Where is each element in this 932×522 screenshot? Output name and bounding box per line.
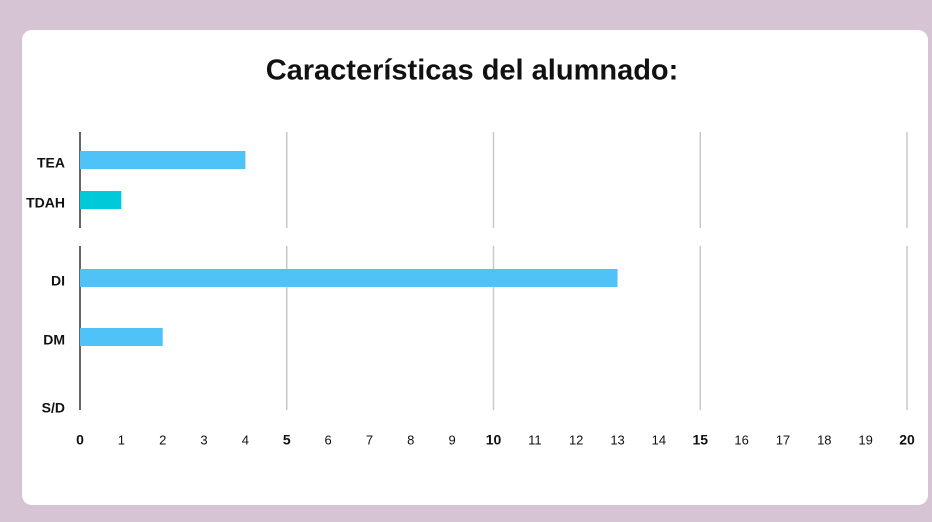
x-tick-label: 16 xyxy=(734,432,748,447)
x-tick-label: 19 xyxy=(858,432,872,447)
x-tick-label: 8 xyxy=(407,432,414,447)
x-tick-label: 14 xyxy=(652,432,666,447)
bar xyxy=(80,191,122,209)
x-tick-label: 0 xyxy=(76,432,84,448)
x-tick-label: 1 xyxy=(118,432,125,447)
x-tick-label: 17 xyxy=(776,432,790,447)
x-tick-label: 9 xyxy=(449,432,456,447)
x-tick-label: 4 xyxy=(242,432,249,447)
x-tick-label: 7 xyxy=(366,432,373,447)
x-tick-label: 13 xyxy=(610,432,624,447)
panel xyxy=(22,30,928,505)
x-tick-label: 5 xyxy=(283,432,291,448)
x-tick-label: 18 xyxy=(817,432,831,447)
y-tick-label: DI xyxy=(51,273,65,289)
y-tick-label: DM xyxy=(43,332,65,348)
x-tick-label: 10 xyxy=(486,432,502,448)
bar xyxy=(80,151,246,169)
x-tick-label: 6 xyxy=(324,432,331,447)
y-tick-label: S/D xyxy=(42,400,65,416)
x-tick-label: 20 xyxy=(899,432,915,448)
x-tick-label: 11 xyxy=(528,432,542,447)
y-tick-label: TEA xyxy=(37,155,65,171)
bar xyxy=(80,269,618,287)
bar xyxy=(80,328,163,346)
x-tick-label: 2 xyxy=(159,432,166,447)
x-tick-label: 15 xyxy=(692,432,708,448)
x-tick-label: 12 xyxy=(569,432,583,447)
y-tick-label: TDAH xyxy=(26,195,65,211)
chart-title: Características del alumnado: xyxy=(266,55,679,87)
x-tick-label: 3 xyxy=(200,432,207,447)
